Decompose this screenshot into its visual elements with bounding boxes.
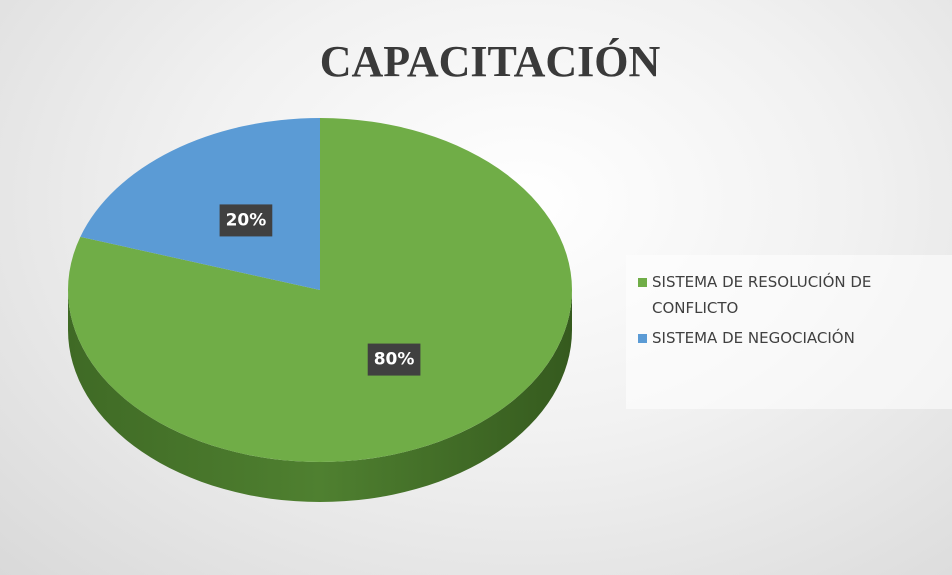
data-label: 80% <box>374 350 415 370</box>
chart-title: CAPACITACIÓN <box>320 37 661 86</box>
slice-side <box>68 290 572 502</box>
legend-item: SISTEMA DE RESOLUCIÓN DE CONFLICTO <box>638 269 942 321</box>
data-label-box <box>219 204 273 237</box>
legend: SISTEMA DE RESOLUCIÓN DE CONFLICTO SISTEM… <box>626 255 952 409</box>
slice <box>80 118 320 290</box>
data-label: 20% <box>226 210 267 230</box>
slice <box>67 118 573 462</box>
legend-item: SISTEMA DE NEGOCIACIÓN <box>638 325 942 351</box>
legend-label: SISTEMA DE RESOLUCIÓN DE CONFLICTO <box>652 273 872 317</box>
legend-swatch <box>638 334 647 343</box>
legend-swatch <box>638 278 647 287</box>
data-label-box <box>367 343 421 376</box>
legend-label: SISTEMA DE NEGOCIACIÓN <box>652 329 855 347</box>
